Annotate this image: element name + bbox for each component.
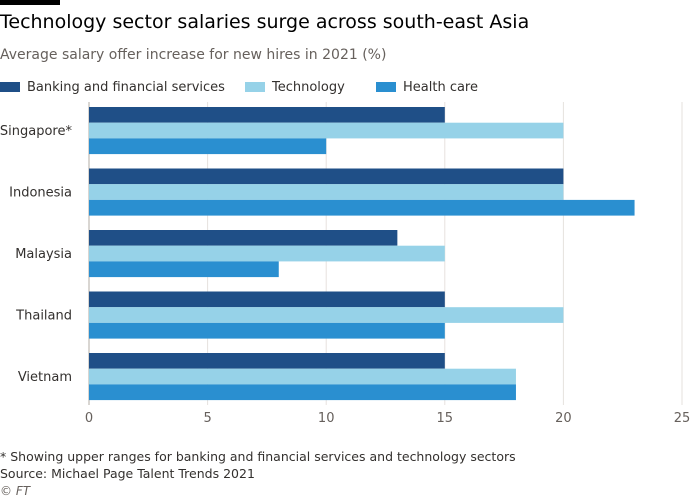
bar bbox=[89, 107, 445, 123]
legend-label-health-care: Health care bbox=[403, 80, 478, 95]
bar bbox=[89, 184, 564, 200]
category-label: Singapore* bbox=[0, 124, 72, 139]
category-label: Indonesia bbox=[9, 186, 72, 201]
bar bbox=[89, 199, 635, 216]
bar bbox=[89, 230, 398, 246]
copyright-credit: © FT bbox=[0, 484, 31, 498]
bar bbox=[89, 322, 445, 339]
legend-label-banking: Banking and financial services bbox=[27, 80, 225, 95]
bar bbox=[89, 138, 327, 155]
legend-item-banking: Banking and financial services bbox=[0, 80, 225, 95]
bar bbox=[89, 245, 445, 262]
bar bbox=[89, 384, 516, 401]
x-tick-label: 5 bbox=[203, 411, 211, 426]
x-tick-label: 10 bbox=[318, 411, 335, 426]
brand-bar bbox=[0, 0, 60, 5]
x-tick-label: 15 bbox=[437, 411, 454, 426]
chart-subtitle: Average salary offer increase for new hi… bbox=[0, 47, 387, 63]
bar bbox=[89, 368, 516, 385]
x-tick-label: 25 bbox=[674, 411, 691, 426]
bar bbox=[89, 291, 445, 308]
bar-chart: Singapore* Indonesia Malaysia Thailand Vietn… bbox=[0, 102, 690, 426]
legend-item-health-care: Health care bbox=[376, 80, 478, 95]
legend-swatch-technology bbox=[245, 81, 265, 92]
source-note: Source: Michael Page Talent Trends 2021 bbox=[0, 466, 255, 481]
bar bbox=[89, 168, 564, 185]
category-label: Malaysia bbox=[15, 247, 72, 262]
chart-title: Technology sector salaries surge across … bbox=[0, 11, 530, 33]
category-label: Thailand bbox=[15, 309, 72, 324]
x-tick-label: 20 bbox=[555, 411, 572, 426]
legend-swatch-banking bbox=[0, 81, 20, 92]
bar bbox=[89, 353, 445, 369]
bars bbox=[89, 107, 635, 401]
legend-item-technology: Technology bbox=[245, 80, 345, 95]
category-label: Vietnam bbox=[18, 370, 72, 385]
footnote: * Showing upper ranges for banking and f… bbox=[0, 449, 516, 464]
legend-label-technology: Technology bbox=[272, 80, 345, 95]
bar bbox=[89, 261, 279, 278]
legend-swatch-health-care bbox=[376, 81, 396, 92]
x-axis-ticks: 0 5 10 15 20 25 bbox=[85, 411, 690, 426]
category-labels: Singapore* Indonesia Malaysia Thailand Vietn… bbox=[0, 124, 72, 385]
bar bbox=[89, 122, 564, 139]
x-tick-label: 0 bbox=[85, 411, 93, 426]
bar bbox=[89, 307, 564, 323]
